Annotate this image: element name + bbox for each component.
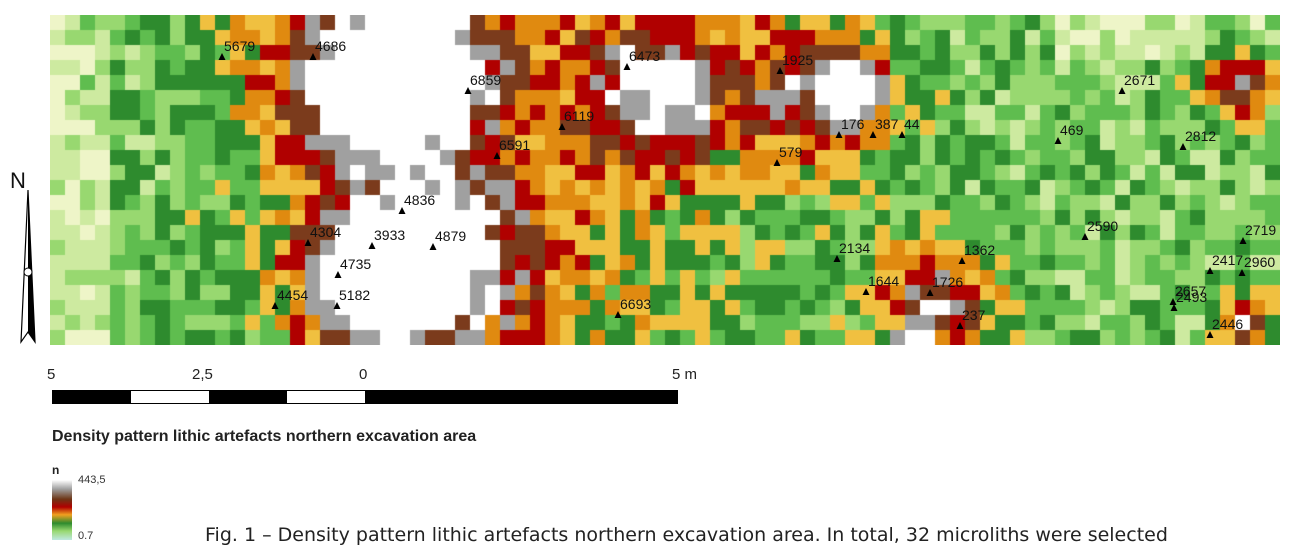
sample-point-marker — [776, 67, 784, 74]
legend-color-ramp — [52, 480, 72, 540]
sample-point-marker — [1169, 298, 1177, 305]
scale-labels: 5 2,5 0 5 m — [0, 366, 800, 386]
legend-min-value: 0.7 — [78, 530, 94, 542]
sample-point-label: 5679 — [224, 38, 255, 54]
sample-point-marker — [398, 207, 406, 214]
sample-point-label: 4735 — [340, 256, 371, 272]
map-title: Density pattern lithic artefacts norther… — [52, 428, 477, 445]
density-raster-map — [50, 15, 1280, 345]
sample-point-label: 4304 — [310, 224, 341, 240]
sample-point-label: 2446 — [1212, 316, 1243, 332]
sample-point-label: 6591 — [499, 137, 530, 153]
legend-unit: n — [52, 463, 60, 477]
sample-point-label: 176 — [841, 116, 865, 132]
sample-points-layer: 5679 4686 6473 1925 6859 2671 6119 6591 176 387 44… — [218, 38, 1276, 338]
sample-point-label: 1925 — [782, 52, 813, 68]
scale-tick-label: 5 m — [672, 366, 698, 383]
sample-point-marker — [493, 152, 501, 159]
sample-point-label: 2590 — [1087, 218, 1118, 234]
sample-point-label: 1362 — [964, 242, 995, 258]
sample-point-label: 2960 — [1244, 254, 1275, 270]
sample-point-marker — [1118, 87, 1126, 94]
sample-point-label: 4836 — [404, 192, 435, 208]
sample-point-marker — [1054, 137, 1062, 144]
sample-point-marker — [1179, 143, 1187, 150]
sample-point-label: 44 — [904, 116, 920, 132]
sample-point-marker — [1206, 331, 1214, 338]
sample-point-marker — [1238, 269, 1246, 276]
sample-point-marker — [1206, 267, 1214, 274]
sample-point-label: 2812 — [1185, 128, 1216, 144]
sample-point-marker — [368, 242, 376, 249]
sample-point-label: 4686 — [315, 38, 346, 54]
sample-point-marker — [869, 131, 877, 138]
sample-point-marker — [773, 159, 781, 166]
sample-point-label: 2417 — [1212, 252, 1243, 268]
sample-point-marker — [334, 271, 342, 278]
sample-point-marker — [926, 289, 934, 296]
sample-point-label: 6119 — [564, 108, 594, 124]
legend-max-value: 443,5 — [78, 474, 106, 486]
sample-point-marker — [956, 322, 964, 329]
sample-point-label: 579 — [779, 144, 803, 160]
sample-point-label: 2719 — [1245, 222, 1276, 238]
sample-point-label: 3933 — [374, 227, 405, 243]
sample-point-marker — [1081, 233, 1089, 240]
scale-bar — [52, 390, 678, 404]
sample-point-label: 387 — [875, 116, 899, 132]
sample-point-marker — [614, 311, 622, 318]
sample-point-marker — [309, 53, 317, 60]
scale-tick-label: 0 — [359, 366, 368, 383]
sample-point-marker — [464, 87, 472, 94]
sample-point-label: 6693 — [620, 296, 651, 312]
sample-point-marker — [1239, 237, 1247, 244]
sample-point-label: 237 — [962, 307, 986, 323]
sample-point-label: 2493 — [1176, 289, 1207, 305]
sample-point-marker — [429, 243, 437, 250]
sample-point-label: 2671 — [1124, 72, 1155, 88]
sample-point-marker — [271, 302, 279, 309]
scale-tick-label: 5 — [47, 366, 56, 383]
sample-point-marker — [835, 131, 843, 138]
sample-point-marker — [304, 239, 312, 246]
sample-point-label: 4879 — [435, 228, 466, 244]
scale-tick-label: 2,5 — [192, 366, 213, 383]
north-arrow-icon — [20, 189, 36, 345]
sample-point-label: 6859 — [470, 72, 501, 88]
sample-point-marker — [833, 255, 841, 262]
sample-point-marker — [558, 123, 566, 130]
sample-point-marker — [958, 257, 966, 264]
sample-point-label: 2134 — [839, 240, 870, 256]
sample-point-marker — [1170, 304, 1178, 311]
sample-point-label: 5182 — [339, 287, 370, 303]
sample-point-label: 1644 — [868, 273, 899, 289]
sample-point-label: 4454 — [277, 287, 308, 303]
sample-point-marker — [333, 302, 341, 309]
sample-point-marker — [218, 53, 226, 60]
figure-caption: Fig. 1 – Density pattern lithic artefact… — [205, 524, 1168, 546]
sample-point-label: 6473 — [629, 48, 660, 64]
sample-point-marker — [623, 63, 631, 70]
sample-point-marker — [862, 288, 870, 295]
sample-point-label: 2657 — [1175, 283, 1206, 299]
sample-point-label: 1726 — [932, 274, 963, 290]
sample-point-label: 469 — [1060, 122, 1084, 138]
north-label: N — [10, 168, 26, 193]
sample-point-marker — [898, 131, 906, 138]
